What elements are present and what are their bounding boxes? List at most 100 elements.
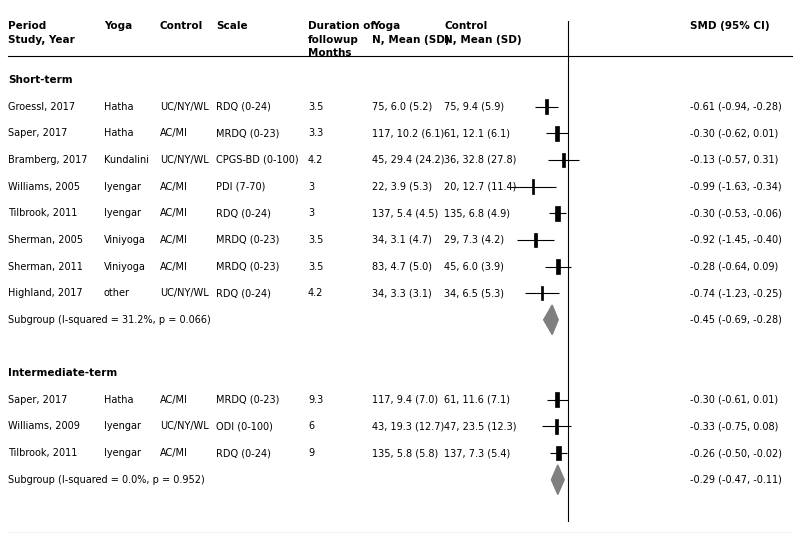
Text: UC/NY/WL: UC/NY/WL — [160, 422, 209, 431]
Text: Short-term: Short-term — [8, 75, 73, 85]
Text: RDQ (0-24): RDQ (0-24) — [216, 448, 271, 458]
Text: AC/MI: AC/MI — [160, 208, 188, 218]
Text: Yoga
N, Mean (SD): Yoga N, Mean (SD) — [372, 21, 450, 45]
Text: 43, 19.3 (12.7): 43, 19.3 (12.7) — [372, 422, 444, 431]
Text: 3.3: 3.3 — [308, 128, 323, 138]
Text: 137, 5.4 (4.5): 137, 5.4 (4.5) — [372, 208, 438, 218]
Bar — [555, 419, 558, 434]
Text: Yoga: Yoga — [104, 21, 132, 31]
Text: PDI (7-70): PDI (7-70) — [216, 182, 266, 191]
Text: -0.26 (-0.50, -0.02): -0.26 (-0.50, -0.02) — [690, 448, 782, 458]
Text: 117, 10.2 (6.1): 117, 10.2 (6.1) — [372, 128, 444, 138]
Text: AC/MI: AC/MI — [160, 182, 188, 191]
Text: Saper, 2017: Saper, 2017 — [8, 128, 67, 138]
Text: RDQ (0-24): RDQ (0-24) — [216, 102, 271, 111]
Text: 4.2: 4.2 — [308, 155, 323, 165]
Text: Williams, 2005: Williams, 2005 — [8, 182, 80, 191]
Bar — [556, 446, 562, 461]
Text: Period
Study, Year: Period Study, Year — [8, 21, 74, 45]
Text: AC/MI: AC/MI — [160, 448, 188, 458]
Text: Duration of
followup
Months: Duration of followup Months — [308, 21, 375, 58]
Text: 47, 23.5 (12.3): 47, 23.5 (12.3) — [444, 422, 517, 431]
Text: 135, 6.8 (4.9): 135, 6.8 (4.9) — [444, 208, 510, 218]
Text: Hatha: Hatha — [104, 128, 134, 138]
Text: Williams, 2009: Williams, 2009 — [8, 422, 80, 431]
Text: -0.30 (-0.61, 0.01): -0.30 (-0.61, 0.01) — [690, 395, 778, 405]
Text: 61, 11.6 (7.1): 61, 11.6 (7.1) — [444, 395, 510, 405]
Text: Intermediate-term: Intermediate-term — [8, 368, 118, 378]
Text: -0.28 (-0.64, 0.09): -0.28 (-0.64, 0.09) — [690, 262, 778, 271]
Text: Scale: Scale — [216, 21, 248, 31]
Text: MRDQ (0-23): MRDQ (0-23) — [216, 395, 279, 405]
Bar — [555, 392, 559, 407]
Text: -0.45 (-0.69, -0.28): -0.45 (-0.69, -0.28) — [690, 315, 782, 325]
Text: -0.61 (-0.94, -0.28): -0.61 (-0.94, -0.28) — [690, 102, 782, 111]
Text: 36, 32.8 (27.8): 36, 32.8 (27.8) — [444, 155, 516, 165]
Text: 3: 3 — [308, 182, 314, 191]
Bar — [555, 126, 559, 141]
Text: 45, 29.4 (24.2): 45, 29.4 (24.2) — [372, 155, 445, 165]
Text: -0.30 (-0.62, 0.01): -0.30 (-0.62, 0.01) — [690, 128, 778, 138]
Text: ODI (0-100): ODI (0-100) — [216, 422, 273, 431]
Text: Control: Control — [160, 21, 203, 31]
Bar — [545, 99, 548, 114]
Text: 137, 7.3 (5.4): 137, 7.3 (5.4) — [444, 448, 510, 458]
Text: Sherman, 2005: Sherman, 2005 — [8, 235, 83, 245]
Text: 34, 6.5 (5.3): 34, 6.5 (5.3) — [444, 288, 504, 298]
Text: other: other — [104, 288, 130, 298]
Text: Kundalini: Kundalini — [104, 155, 149, 165]
Text: 3.5: 3.5 — [308, 235, 323, 245]
Text: MRDQ (0-23): MRDQ (0-23) — [216, 235, 279, 245]
Bar — [541, 286, 543, 301]
Text: 20, 12.7 (11.4): 20, 12.7 (11.4) — [444, 182, 516, 191]
Polygon shape — [544, 305, 558, 335]
Text: 135, 5.8 (5.8): 135, 5.8 (5.8) — [372, 448, 438, 458]
Text: 9.3: 9.3 — [308, 395, 323, 405]
Text: Viniyoga: Viniyoga — [104, 262, 146, 271]
Text: Saper, 2017: Saper, 2017 — [8, 395, 67, 405]
Text: CPGS-BD (0-100): CPGS-BD (0-100) — [216, 155, 298, 165]
Text: UC/NY/WL: UC/NY/WL — [160, 155, 209, 165]
Bar — [555, 206, 560, 221]
Text: Control
N, Mean (SD): Control N, Mean (SD) — [444, 21, 522, 45]
Bar — [534, 232, 537, 247]
Bar — [562, 152, 565, 167]
Text: 75, 6.0 (5.2): 75, 6.0 (5.2) — [372, 102, 432, 111]
Text: -0.74 (-1.23, -0.25): -0.74 (-1.23, -0.25) — [690, 288, 782, 298]
Text: 3: 3 — [308, 208, 314, 218]
Text: 117, 9.4 (7.0): 117, 9.4 (7.0) — [372, 395, 438, 405]
Text: RDQ (0-24): RDQ (0-24) — [216, 208, 271, 218]
Text: 83, 4.7 (5.0): 83, 4.7 (5.0) — [372, 262, 432, 271]
Text: Subgroup (I-squared = 0.0%, p = 0.952): Subgroup (I-squared = 0.0%, p = 0.952) — [8, 475, 205, 484]
Text: -0.29 (-0.47, -0.11): -0.29 (-0.47, -0.11) — [690, 475, 782, 484]
Text: Bramberg, 2017: Bramberg, 2017 — [8, 155, 87, 165]
Text: Hatha: Hatha — [104, 395, 134, 405]
Text: Sherman, 2011: Sherman, 2011 — [8, 262, 83, 271]
Text: Hatha: Hatha — [104, 102, 134, 111]
Text: AC/MI: AC/MI — [160, 235, 188, 245]
Text: UC/NY/WL: UC/NY/WL — [160, 102, 209, 111]
Text: RDQ (0-24): RDQ (0-24) — [216, 288, 271, 298]
Text: UC/NY/WL: UC/NY/WL — [160, 288, 209, 298]
Text: 4.2: 4.2 — [308, 288, 323, 298]
Text: 34, 3.3 (3.1): 34, 3.3 (3.1) — [372, 288, 432, 298]
Text: -0.13 (-0.57, 0.31): -0.13 (-0.57, 0.31) — [690, 155, 778, 165]
Text: 3.5: 3.5 — [308, 102, 323, 111]
Text: Iyengar: Iyengar — [104, 448, 141, 458]
Text: 6: 6 — [308, 422, 314, 431]
Text: -0.92 (-1.45, -0.40): -0.92 (-1.45, -0.40) — [690, 235, 782, 245]
Text: Viniyoga: Viniyoga — [104, 235, 146, 245]
Text: 22, 3.9 (5.3): 22, 3.9 (5.3) — [372, 182, 432, 191]
Text: Highland, 2017: Highland, 2017 — [8, 288, 82, 298]
Text: MRDQ (0-23): MRDQ (0-23) — [216, 128, 279, 138]
Text: -0.30 (-0.53, -0.06): -0.30 (-0.53, -0.06) — [690, 208, 782, 218]
Text: Tilbrook, 2011: Tilbrook, 2011 — [8, 208, 78, 218]
Text: Iyengar: Iyengar — [104, 208, 141, 218]
Text: AC/MI: AC/MI — [160, 395, 188, 405]
Text: 75, 9.4 (5.9): 75, 9.4 (5.9) — [444, 102, 504, 111]
Text: Tilbrook, 2011: Tilbrook, 2011 — [8, 448, 78, 458]
Text: 61, 12.1 (6.1): 61, 12.1 (6.1) — [444, 128, 510, 138]
Text: MRDQ (0-23): MRDQ (0-23) — [216, 262, 279, 271]
Text: 45, 6.0 (3.9): 45, 6.0 (3.9) — [444, 262, 504, 271]
Text: 29, 7.3 (4.2): 29, 7.3 (4.2) — [444, 235, 504, 245]
